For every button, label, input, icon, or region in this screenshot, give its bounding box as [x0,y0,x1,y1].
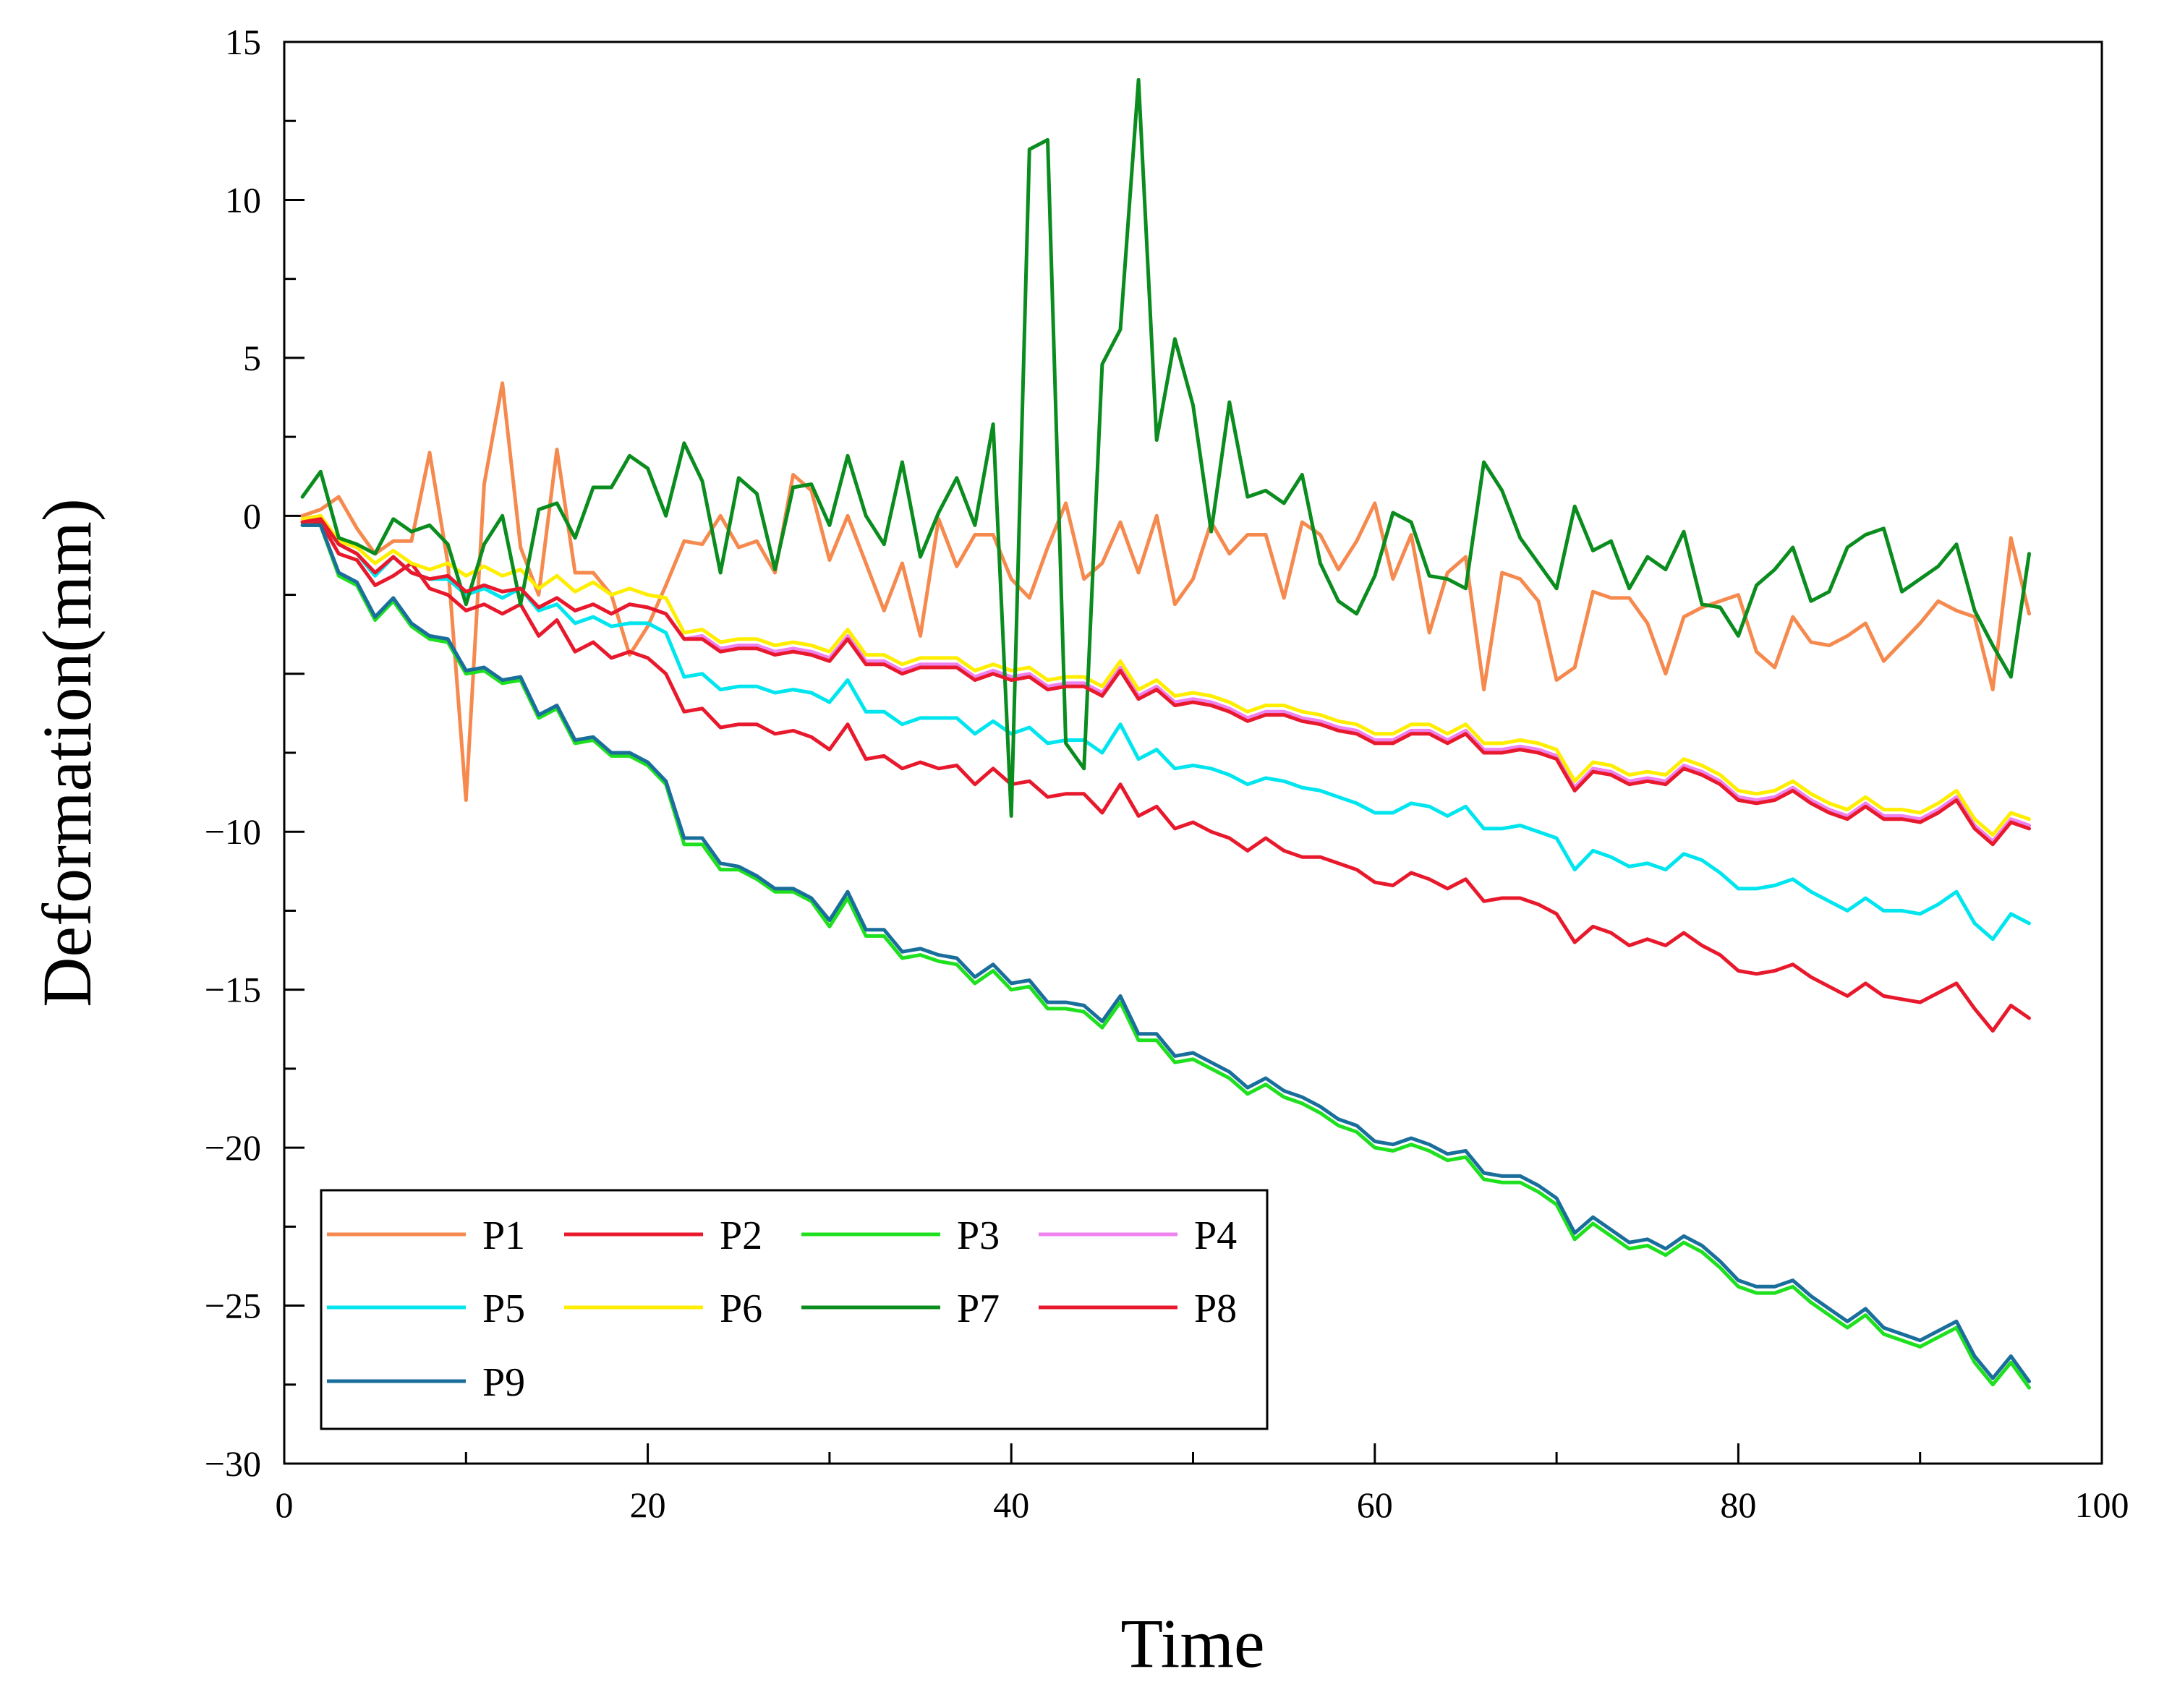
axis-ticks: 0 20 40 60 80 100 15 10 5 0 −10 −15 −20 −25 −30 [205,22,2129,1525]
legend: P1 P2 P3 P4 P5 P6 P7 P8 P9 [320,1189,1269,1430]
y-tick-label: 15 [225,22,261,62]
series-line-p7 [300,77,2031,818]
series-line-p5 [300,517,2031,941]
series-line-p9 [300,523,2031,1383]
y-tick-label: −25 [205,1286,261,1326]
series-line-p1 [300,381,2031,802]
legend-label-p8: P8 [1194,1286,1237,1331]
y-tick-label: −30 [205,1443,261,1484]
legend-label-p3: P3 [957,1213,1000,1258]
y-tick-label: 5 [243,338,261,378]
x-tick-label: 40 [993,1485,1029,1525]
y-tick-label: −15 [205,970,261,1010]
series-line-p2 [300,520,2031,1033]
legend-label-p4: P4 [1194,1213,1237,1258]
series-lines [300,77,2031,1390]
x-tick-label: 0 [276,1485,294,1525]
y-axis-title: Deformation(mm) [28,498,106,1007]
series-line-p3 [300,523,2031,1390]
legend-label-p9: P9 [482,1360,525,1405]
x-tick-label: 60 [1357,1485,1393,1525]
x-tick-label: 100 [2075,1485,2129,1525]
x-tick-label: 80 [1720,1485,1756,1525]
y-tick-label: −20 [205,1127,261,1168]
legend-label-p7: P7 [957,1286,1000,1331]
legend-label-p6: P6 [720,1286,762,1331]
x-axis-title: Time [1120,1605,1264,1682]
series-line-p6 [300,513,2031,837]
series-line-p8 [300,517,2031,847]
legend-label-p2: P2 [720,1213,762,1258]
y-tick-label: 10 [225,179,261,220]
legend-box [320,1189,1269,1430]
y-tick-label: 0 [243,495,261,536]
y-tick-label: −10 [205,811,261,852]
legend-label-p1: P1 [482,1213,525,1258]
legend-items: P1 P2 P3 P4 P5 P6 P7 P8 P9 [327,1213,1237,1405]
legend-label-p5: P5 [482,1286,525,1331]
x-tick-label: 20 [630,1485,666,1525]
